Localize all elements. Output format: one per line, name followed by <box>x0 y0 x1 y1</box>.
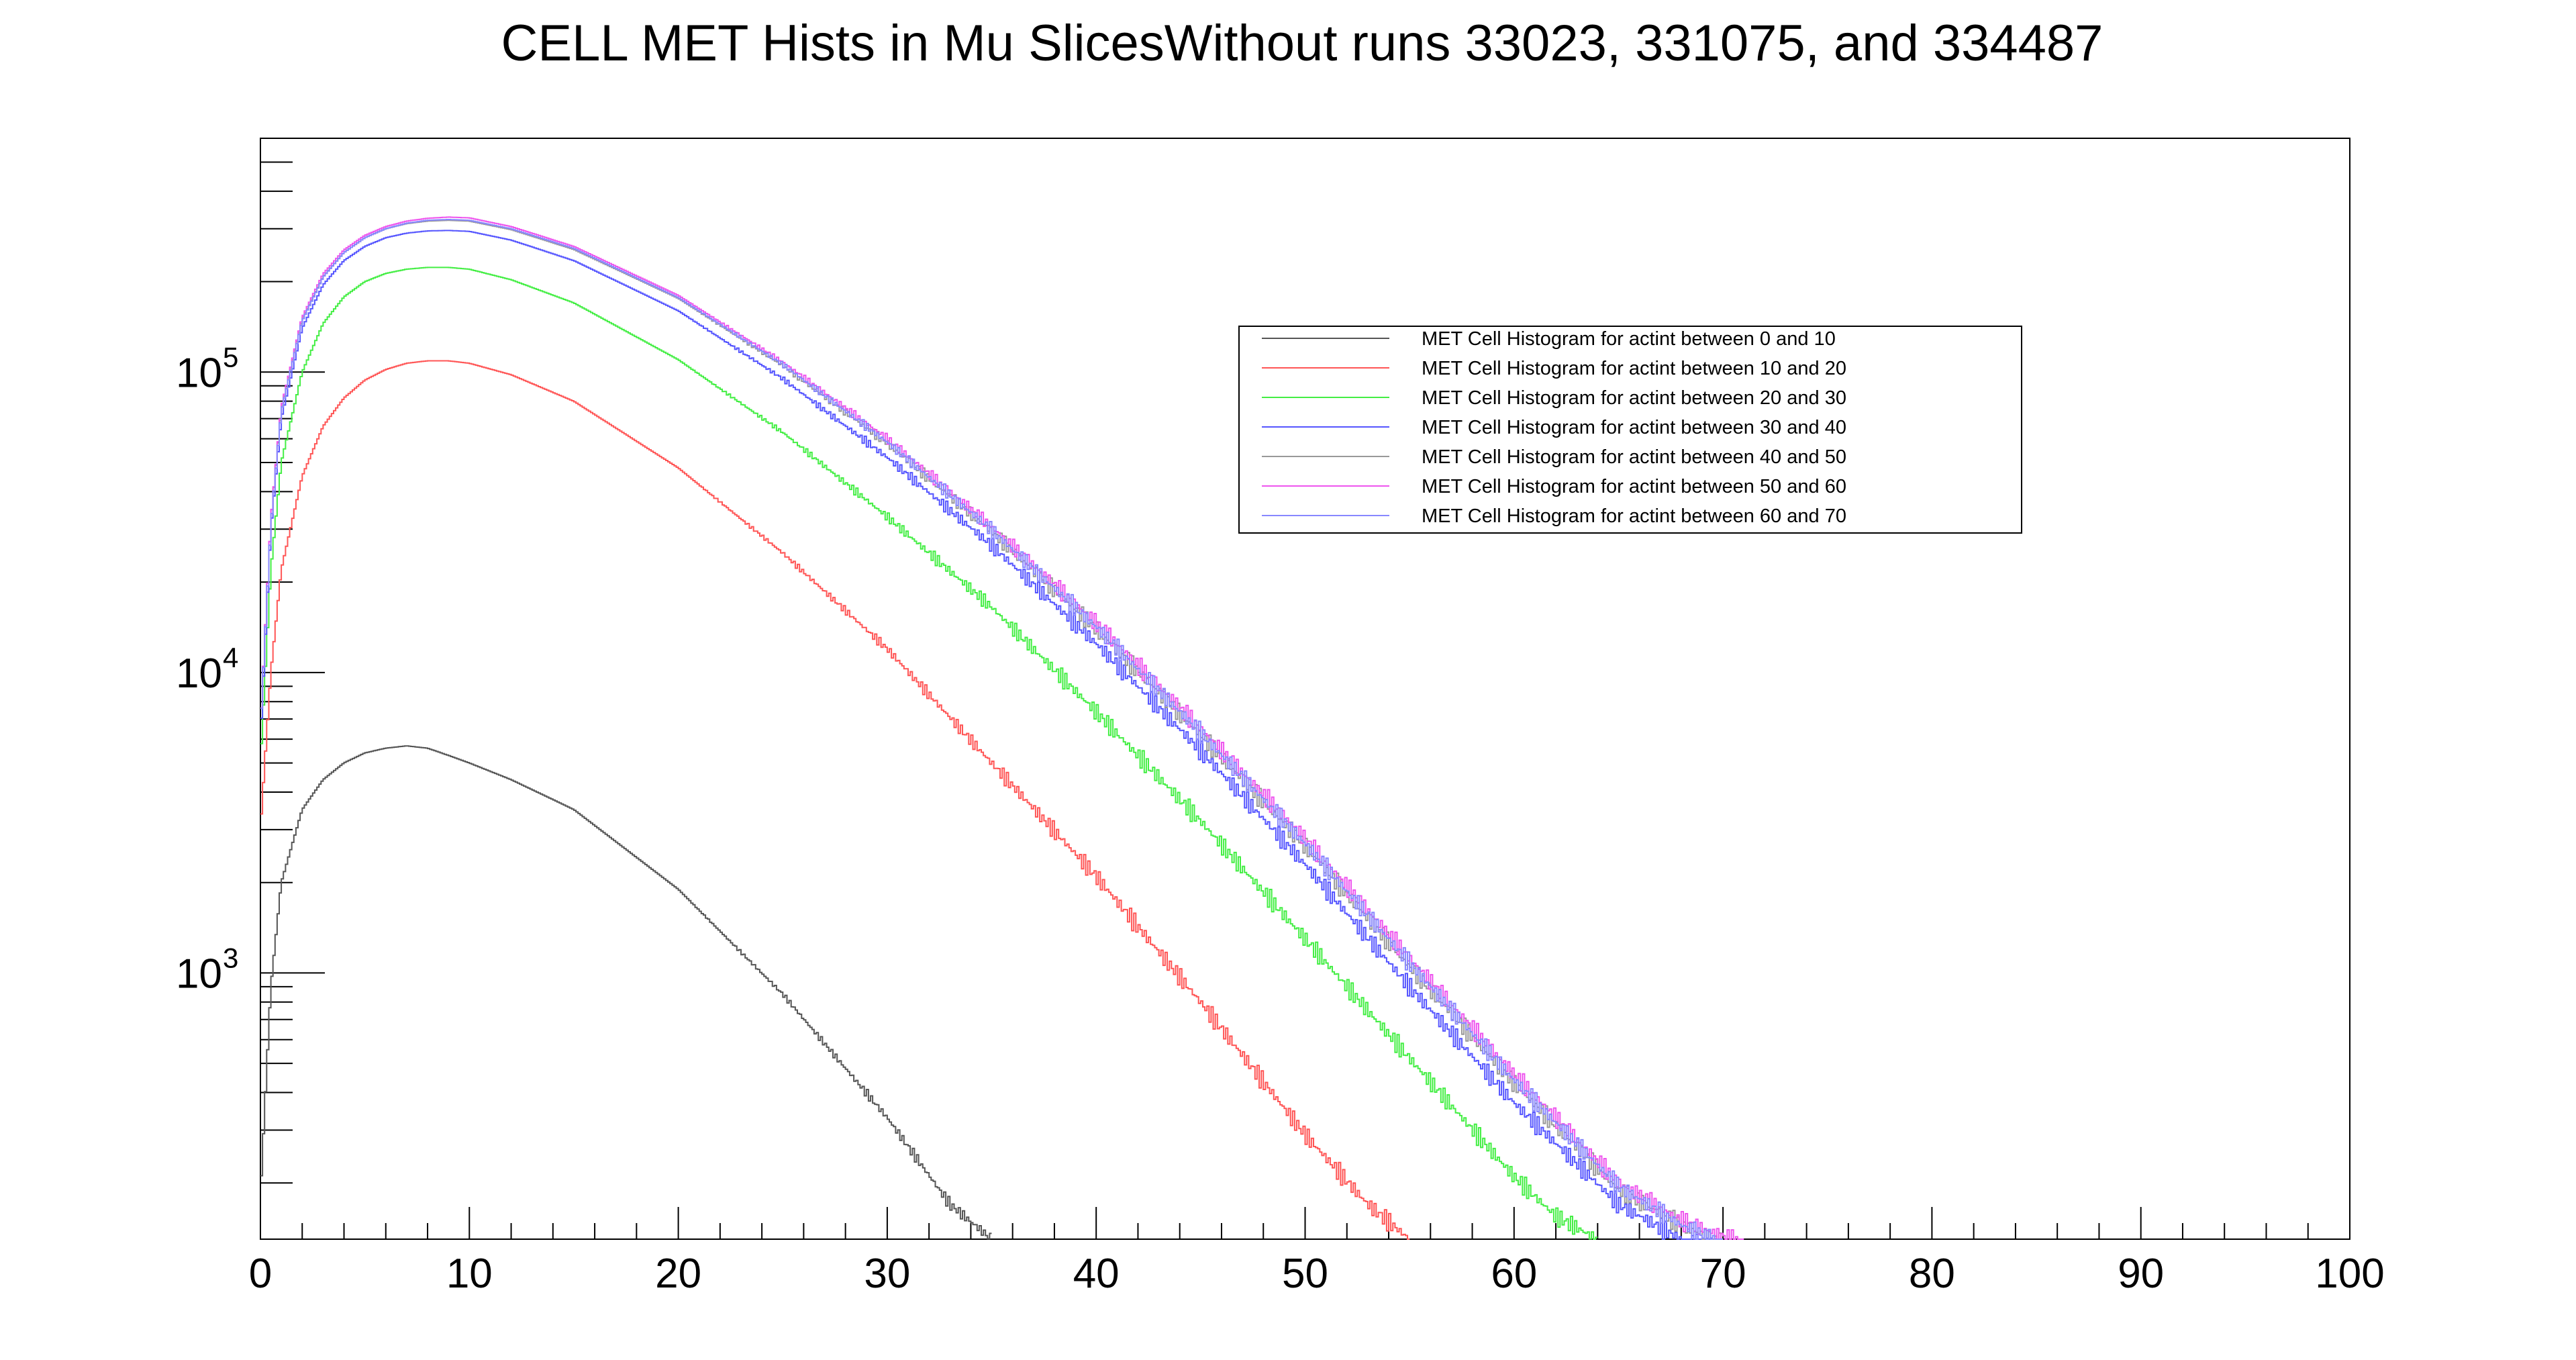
series-line-2 <box>260 360 1410 1240</box>
y-tick-label-exponent: 5 <box>223 341 238 373</box>
legend: MET Cell Histogram for actint between 0 … <box>1238 326 2022 534</box>
x-tick-label: 90 <box>2118 1251 2164 1297</box>
x-tick-label: 10 <box>446 1251 493 1297</box>
legend-label: MET Cell Histogram for actint between 50… <box>1422 476 1846 497</box>
legend-box <box>1238 326 2022 534</box>
legend-label: MET Cell Histogram for actint between 40… <box>1422 446 1846 468</box>
legend-label: MET Cell Histogram for actint between 20… <box>1422 387 1846 409</box>
x-tick-label: 60 <box>1491 1251 1537 1297</box>
x-tick-label: 40 <box>1073 1251 1120 1297</box>
legend-label: MET Cell Histogram for actint between 0 … <box>1422 328 1836 350</box>
series-line-1 <box>260 745 992 1240</box>
series-line-3 <box>260 266 1598 1240</box>
legend-label: MET Cell Histogram for actint between 10… <box>1422 358 1846 379</box>
chart-title: CELL MET Hists in Mu SlicesWithout runs … <box>501 15 2103 72</box>
y-tick-label-exponent: 4 <box>223 642 238 673</box>
legend-label: MET Cell Histogram for actint between 60… <box>1422 505 1846 527</box>
series-line-4 <box>260 230 1724 1240</box>
series-lines <box>260 216 1744 1240</box>
x-tick-label: 50 <box>1282 1251 1328 1297</box>
series-line-7 <box>260 219 1724 1240</box>
y-tick-label-base: 10 <box>176 650 222 697</box>
x-tick-label: 0 <box>249 1251 272 1297</box>
y-tick-label-exponent: 3 <box>223 942 238 973</box>
x-axis: 0 10 20 30 40 50 60 70 80 90 100 <box>249 1207 2385 1297</box>
y-tick-label-base: 10 <box>176 350 222 396</box>
legend-label: MET Cell Histogram for actint between 30… <box>1422 417 1846 438</box>
x-tick-label: 100 <box>2315 1251 2384 1297</box>
x-tick-label: 20 <box>655 1251 701 1297</box>
x-tick-label: 80 <box>1909 1251 1955 1297</box>
y-tick-label-base: 10 <box>176 951 222 997</box>
x-tick-label: 30 <box>864 1251 910 1297</box>
x-tick-label: 70 <box>1700 1251 1746 1297</box>
